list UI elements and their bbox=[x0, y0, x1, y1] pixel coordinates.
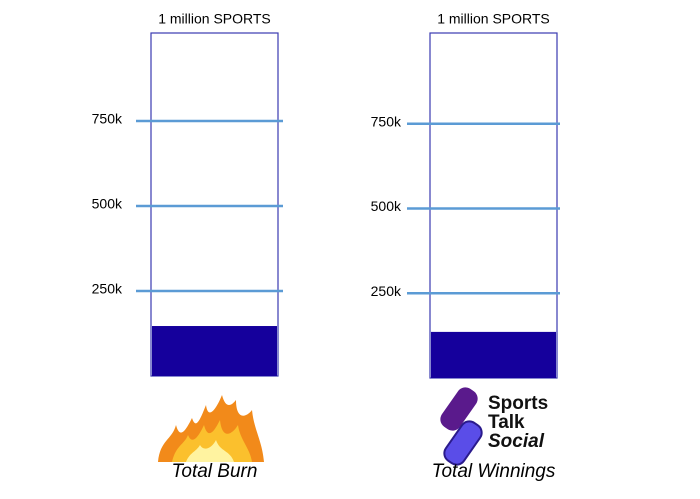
gauge-title: 1 million SPORTS bbox=[158, 11, 271, 27]
gauge-frame bbox=[150, 32, 279, 377]
y-tick-label: 250k bbox=[371, 283, 402, 299]
y-tick-label: 500k bbox=[92, 196, 123, 212]
logo-text: Talk bbox=[488, 412, 525, 433]
gauge-frame bbox=[429, 32, 558, 379]
y-tick-label: 750k bbox=[92, 111, 123, 127]
logo-text: Sports bbox=[488, 393, 548, 414]
gauge-fill bbox=[152, 326, 277, 376]
fire-icon bbox=[158, 395, 264, 462]
y-tick-label: 500k bbox=[371, 198, 402, 214]
gauge-label: Total Winnings bbox=[432, 461, 556, 482]
logo-text: Social bbox=[488, 431, 545, 452]
y-tick-label: 750k bbox=[371, 113, 402, 129]
gauge-fill bbox=[431, 331, 556, 378]
gauge-label: Total Burn bbox=[172, 461, 258, 482]
gauge-title: 1 million SPORTS bbox=[437, 11, 550, 27]
logo-icon bbox=[440, 387, 483, 466]
y-tick-label: 250k bbox=[92, 281, 123, 297]
